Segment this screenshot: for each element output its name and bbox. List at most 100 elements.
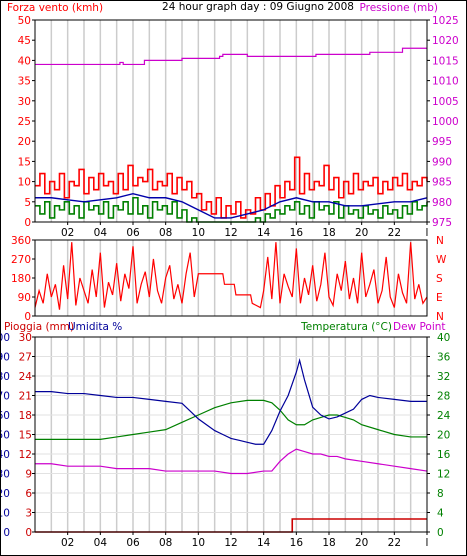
x-tick-label: 22: [388, 227, 401, 239]
temperature-axis-tick-label: 40: [437, 332, 450, 344]
wind-axis-tick-label: 25: [18, 116, 31, 128]
x-tick-label: 14: [257, 227, 271, 239]
rain-axis-tick-label: 3: [25, 508, 32, 520]
x-tick-label: 14: [257, 537, 271, 549]
pressure-axis-tick-label: 975: [432, 217, 452, 229]
humidity-axis-tick-label: 0: [3, 527, 10, 539]
temperature-axis-tick-label: 16: [437, 449, 451, 461]
compass-label: S: [436, 273, 443, 285]
direction-axis-tick-label: 0: [24, 311, 31, 323]
pressure-series-line: [35, 47, 427, 66]
humidity-series-line: [35, 358, 427, 445]
pressure-axis-tick-label: 995: [432, 136, 452, 148]
pressure-axis-tick-label: 1005: [432, 96, 459, 108]
wind-axis-tick-label: 30: [18, 96, 31, 108]
dew-point-series-line: [35, 448, 428, 475]
humidity-axis-tick-label: 50: [0, 430, 10, 442]
direction-axis-tick-label: 90: [18, 292, 31, 304]
dew-point-axis-title: Dew Point: [393, 321, 446, 333]
humidity-axis-tick-label: 10: [0, 508, 10, 520]
direction-axis-tick-label: 270: [11, 254, 31, 266]
pressure-axis-tick-label: 980: [432, 197, 452, 209]
temperature-axis-title: Temperatura (°C): [300, 321, 392, 333]
wind-axis-tick-label: 5: [24, 197, 31, 209]
x-tick-label: 06: [126, 227, 140, 239]
x-tick-label: 22: [388, 537, 401, 549]
temperature-axis-tick-label: 24: [437, 410, 451, 422]
wind-axis-title: Forza vento (kmh): [7, 2, 103, 14]
pressure-axis-tick-label: 985: [432, 177, 452, 189]
compass-label: N: [436, 311, 444, 323]
x-tick-label: 18: [322, 537, 335, 549]
x-tick-label: 12: [224, 537, 237, 549]
wind-average-series-line: [35, 192, 428, 219]
rain-axis-tick-label: 18: [19, 410, 32, 422]
humidity-axis-tick-label: 70: [0, 391, 10, 403]
humidity-axis-tick-label: 20: [0, 488, 10, 500]
rain-axis-tick-label: 27: [19, 352, 32, 364]
x-tick-label: 20: [355, 537, 368, 549]
temperature-axis-tick-label: 36: [437, 352, 451, 364]
temperature-axis-tick-label: 8: [437, 488, 444, 500]
x-tick-label: 06: [126, 537, 140, 549]
x-tick-label: 02: [61, 227, 74, 239]
x-tick-label: 08: [159, 227, 172, 239]
temperature-axis-tick-label: 12: [437, 469, 450, 481]
page-title: 24 hour graph day : 09 Giugno 2008: [162, 1, 354, 13]
x-tick-label: 04: [94, 537, 108, 549]
pressure-axis-title: Pressione (mb): [359, 2, 438, 14]
x-tick-label: 16: [290, 537, 304, 549]
x-tick-label: l: [426, 227, 429, 239]
humidity-axis-tick-label: 80: [0, 371, 10, 383]
rain-axis-tick-label: 9: [25, 469, 32, 481]
compass-label: W: [436, 254, 447, 266]
pressure-axis-tick-label: 990: [432, 156, 452, 168]
wind-axis-tick-label: 40: [18, 55, 31, 67]
x-tick-label: 18: [322, 227, 335, 239]
temperature-axis-tick-label: 32: [437, 371, 450, 383]
x-tick-label: 10: [192, 227, 205, 239]
x-tick-label: 12: [224, 227, 237, 239]
humidity-axis-tick-label: 60: [0, 410, 10, 422]
rain-axis-tick-label: 21: [19, 391, 32, 403]
wind-direction-series-line: [34, 242, 428, 310]
temperature-axis-tick-label: 0: [437, 527, 444, 539]
wind-axis-tick-label: 50: [18, 15, 31, 27]
x-tick-label: 02: [61, 537, 74, 549]
humidity-axis-tick-label: 90: [0, 352, 10, 364]
humidity-axis-tick-label: 100: [0, 332, 10, 344]
wind-axis-tick-label: 45: [18, 35, 31, 47]
rain-axis-tick-label: 15: [19, 430, 32, 442]
pressure-axis-tick-label: 1000: [432, 116, 459, 128]
direction-axis-tick-label: 360: [11, 235, 31, 247]
temperature-axis-tick-label: 4: [437, 508, 444, 520]
compass-label: N: [436, 235, 444, 247]
humidity-axis-title: Umidita %: [68, 321, 122, 333]
x-tick-label: 04: [94, 227, 108, 239]
rain-axis-tick-label: 0: [25, 527, 32, 539]
direction-axis-tick-label: 180: [11, 273, 31, 285]
rain-axis-tick-label: 6: [25, 488, 32, 500]
wind-axis-tick-label: 0: [24, 217, 31, 229]
humidity-axis-tick-label: 30: [0, 469, 10, 481]
humidity-temperature-panel: 0102030405060708090100 03691215182124273…: [0, 332, 451, 549]
x-tick-label: 20: [355, 227, 368, 239]
temperature-axis-tick-label: 20: [437, 430, 450, 442]
pressure-axis-tick-label: 1025: [432, 15, 459, 27]
wind-axis-tick-label: 20: [18, 136, 31, 148]
wind-gust-series-line: [35, 156, 428, 219]
humidity-axis-tick-label: 40: [0, 449, 10, 461]
temperature-series-line: [35, 399, 427, 440]
x-tick-label: 08: [159, 537, 172, 549]
wind-axis-tick-label: 15: [18, 156, 31, 168]
rain-axis-tick-label: 12: [19, 449, 32, 461]
x-tick-label: 10: [192, 537, 205, 549]
pressure-axis-tick-label: 1020: [432, 35, 459, 47]
rain-axis-tick-label: 24: [19, 371, 33, 383]
rain-axis-tick-label: 30: [19, 332, 32, 344]
x-tick-label: 16: [290, 227, 304, 239]
